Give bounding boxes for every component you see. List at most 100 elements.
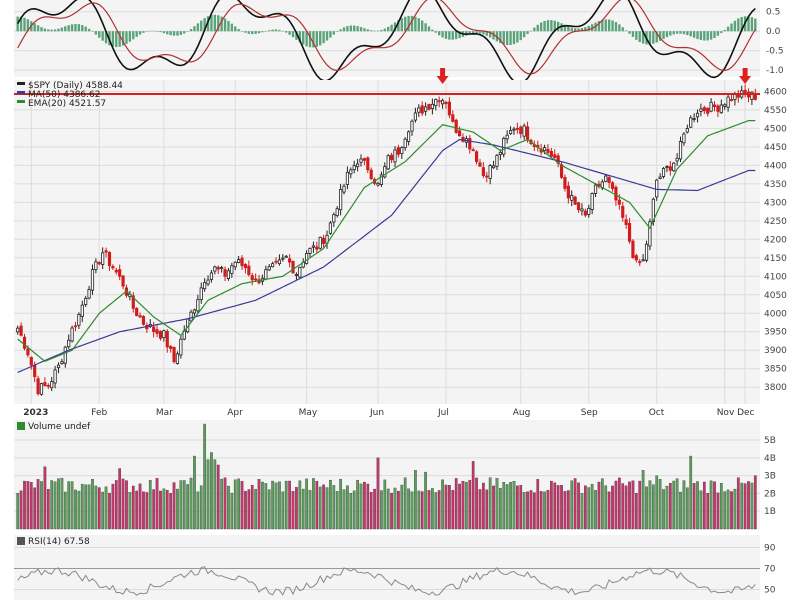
price-panel: 3800 3850 3900 3950 4000 4050 4100 4150 4200 4250… <box>14 68 787 418</box>
candle-body <box>322 237 326 244</box>
volume-bar <box>696 481 699 530</box>
candle-body <box>60 361 64 364</box>
macd-histogram-bar <box>104 31 108 44</box>
candle-body <box>396 147 400 155</box>
candle-body <box>400 147 404 154</box>
candle-body <box>390 154 394 161</box>
candle-body <box>345 171 350 185</box>
volume-bar <box>400 484 404 530</box>
macd-histogram-bar <box>740 16 743 32</box>
candle-body <box>243 263 248 269</box>
volume-bar <box>393 487 397 530</box>
macd-histogram-bar <box>162 31 166 34</box>
volume-bar <box>60 477 64 530</box>
macd-histogram-bar <box>325 31 329 41</box>
macd-histogram-bar <box>614 22 618 32</box>
volume-bar <box>509 482 512 530</box>
volume-bar <box>437 490 441 530</box>
volume-bar <box>305 478 308 530</box>
candle-body <box>291 260 295 274</box>
candle-body <box>203 282 207 290</box>
macd-histogram-bar <box>689 31 692 37</box>
macd-histogram-bar <box>417 18 420 32</box>
macd-histogram-bar <box>505 31 509 46</box>
rsi-legend-swatch <box>17 537 25 545</box>
macd-histogram-bar <box>560 23 563 32</box>
volume-bar <box>278 481 281 530</box>
macd-histogram-bar <box>638 31 641 43</box>
candle-body <box>692 118 696 120</box>
macd-histogram-bar <box>641 31 645 44</box>
macd-histogram-bar <box>526 31 529 35</box>
volume-bar <box>526 491 529 530</box>
macd-histogram-bar <box>709 31 713 40</box>
candle-body <box>491 165 496 169</box>
macd-histogram-bar <box>234 26 237 32</box>
volume-bar <box>50 480 54 530</box>
volume-bar <box>43 466 47 530</box>
candle-body <box>407 131 411 142</box>
volume-bar <box>709 480 713 530</box>
volume-bar <box>740 482 744 530</box>
macd-histogram-bar <box>125 31 128 44</box>
macd-histogram-bar <box>227 20 230 32</box>
candle-body <box>131 295 135 309</box>
macd-tick-label: -0.5 <box>766 47 784 57</box>
legend-swatch <box>17 82 25 85</box>
x-tick-label: Feb <box>91 408 107 418</box>
volume-bar <box>291 491 295 530</box>
volume-bar <box>244 490 247 530</box>
volume-bar <box>53 481 57 530</box>
volume-bar <box>512 481 516 530</box>
macd-histogram-bar <box>19 16 23 32</box>
volume-bar <box>434 492 438 530</box>
candle-body <box>689 117 693 128</box>
candle-body <box>685 128 689 133</box>
volume-bar <box>36 479 40 530</box>
macd-histogram-bar <box>138 31 142 35</box>
volume-bar <box>685 487 689 530</box>
macd-histogram-bar <box>607 19 611 32</box>
candle-body <box>393 149 397 163</box>
volume-bar <box>611 485 614 530</box>
candle-body <box>220 267 224 269</box>
volume-tick-label: 2B <box>764 489 776 499</box>
volume-bar <box>213 459 217 530</box>
volume-bar <box>216 464 220 530</box>
volume-tick-label: 5B <box>764 436 776 446</box>
candle-body <box>288 258 292 263</box>
candle-body <box>617 199 621 205</box>
volume-bar <box>478 489 482 530</box>
candle-body <box>43 382 47 387</box>
macd-histogram-bar <box>444 31 448 39</box>
macd-histogram-bar <box>305 31 308 47</box>
volume-bar <box>584 485 587 530</box>
macd-histogram-bar <box>77 24 81 32</box>
candle-body <box>641 259 645 262</box>
volume-bar <box>397 490 400 530</box>
volume-bar <box>723 491 727 530</box>
macd-histogram-bar <box>658 31 662 41</box>
candle-body <box>580 208 584 212</box>
candle-body <box>97 262 101 265</box>
macd-tick-label: 0.0 <box>766 27 781 37</box>
macd-histogram-bar <box>733 20 737 32</box>
volume-bar <box>250 485 254 530</box>
candle-body <box>522 125 526 137</box>
macd-histogram-bar <box>145 31 149 32</box>
candle-body <box>542 147 547 151</box>
macd-histogram-bar <box>193 26 196 32</box>
volume-bar <box>604 485 608 530</box>
volume-bar <box>111 483 115 530</box>
macd-histogram-bar <box>26 19 30 32</box>
macd-histogram-bar <box>628 31 631 34</box>
volume-bar <box>281 491 285 530</box>
candle-body <box>369 169 373 180</box>
macd-histogram-bar <box>421 20 424 32</box>
volume-bar <box>29 482 33 530</box>
volume-tick-label: 3B <box>764 472 776 482</box>
price-tick-label: 3850 <box>764 365 787 375</box>
macd-histogram-bar <box>213 14 217 32</box>
volume-bar <box>57 478 60 530</box>
